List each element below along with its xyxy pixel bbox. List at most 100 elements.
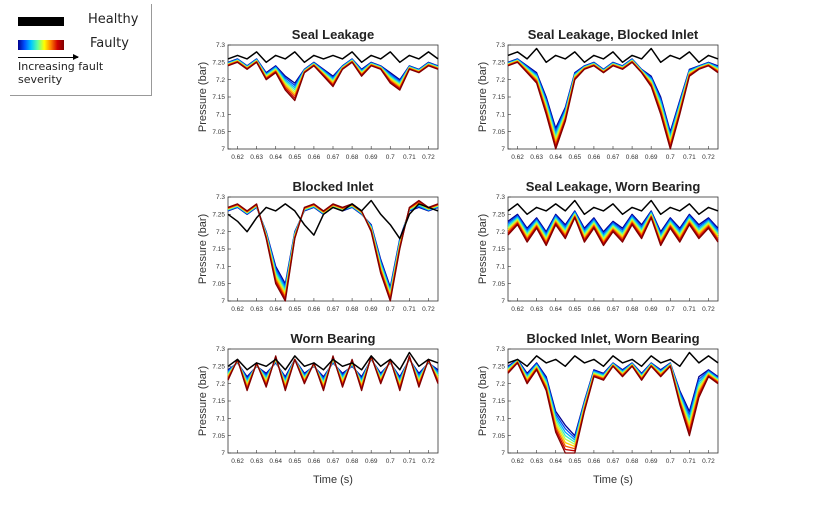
- chart-2-title: Seal Leakage, Blocked Inlet: [528, 27, 699, 42]
- chart-5-xtick-label: 0.63: [250, 458, 263, 465]
- chart-6-healthy-series-line: [507, 351, 719, 368]
- chart-6-xtick-label: 0.72: [702, 458, 715, 465]
- chart-3-xtick-label: 0.72: [422, 306, 435, 313]
- chart-2-ytick-label: 7: [501, 146, 505, 153]
- chart-4-xtick-label: 0.68: [626, 306, 639, 313]
- chart-1-faulty-series-line: [227, 61, 439, 102]
- severity-arrow-icon: [18, 54, 79, 60]
- chart-2-ylabel: Pressure (bar): [477, 62, 489, 132]
- chart-5-ytick-label: 7.1: [216, 416, 225, 423]
- legend-box: Healthy Faulty Increasing fault severity: [10, 4, 152, 96]
- chart-3-xtick-label: 0.66: [308, 306, 321, 313]
- chart-2-xtick-label: 0.67: [607, 154, 620, 161]
- chart-1-axes-box: [227, 44, 439, 150]
- chart-3-ytick-label: 7.15: [212, 246, 225, 253]
- chart-4-faulty-series-line: [507, 217, 719, 247]
- chart-3-healthy-series-line: [227, 199, 439, 240]
- chart-3-xtick-label: 0.65: [288, 306, 301, 313]
- chart-2-xtick-label: 0.7: [666, 154, 675, 161]
- chart-4-faulty-series-line: [507, 211, 719, 236]
- chart-5-xtick-label: 0.65: [288, 458, 301, 465]
- chart-6-xtick-label: 0.71: [683, 458, 696, 465]
- chart-2-ytick-label: 7.3: [496, 42, 505, 49]
- chart-2-xtick-label: 0.66: [588, 154, 601, 161]
- chart-1-title: Seal Leakage: [292, 27, 374, 42]
- chart-5-xtick-label: 0.66: [308, 458, 321, 465]
- chart-6-faulty-series-line: [507, 362, 719, 454]
- chart-5-ytick-label: 7.05: [212, 433, 225, 440]
- chart-3-xtick-label: 0.67: [327, 306, 340, 313]
- chart-6-xtick-label: 0.7: [666, 458, 675, 465]
- chart-3-ytick-label: 7.3: [216, 194, 225, 201]
- chart-1-xtick-label: 0.68: [346, 154, 359, 161]
- chart-3-ytick-label: 7.05: [212, 281, 225, 288]
- chart-1-ytick-label: 7.05: [212, 129, 225, 136]
- chart-4-ytick-label: 7.15: [492, 246, 505, 253]
- chart-6-xtick-label: 0.62: [511, 458, 524, 465]
- chart-1-xtick-label: 0.72: [422, 154, 435, 161]
- chart-1-xtick-label: 0.69: [365, 154, 378, 161]
- chart-4-ytick-label: 7.1: [496, 264, 505, 271]
- chart-2-ytick-label: 7.25: [492, 60, 505, 67]
- chart-5-xtick-label: 0.67: [327, 458, 340, 465]
- chart-1-xtick-label: 0.66: [308, 154, 321, 161]
- chart-4-faulty-series-line: [507, 211, 719, 235]
- chart-5-xtick-label: 0.62: [231, 458, 244, 465]
- chart-5-xtick-label: 0.64: [269, 458, 282, 465]
- chart-6-ytick-label: 7.2: [496, 381, 505, 388]
- chart-3-title: Blocked Inlet: [293, 179, 375, 194]
- chart-1-ytick-label: 7.15: [212, 94, 225, 101]
- chart-6-xtick-label: 0.63: [530, 458, 543, 465]
- chart-6-xtick-label: 0.68: [626, 458, 639, 465]
- chart-4-xtick-label: 0.71: [683, 306, 696, 313]
- chart-1-ytick-label: 7.1: [216, 112, 225, 119]
- chart-1-ylabel: Pressure (bar): [197, 62, 209, 132]
- chart-6-xtick-label: 0.67: [607, 458, 620, 465]
- chart-3-ytick-label: 7.2: [216, 229, 225, 236]
- chart-1-xtick-label: 0.63: [250, 154, 263, 161]
- chart-3-xtick-label: 0.69: [365, 306, 378, 313]
- chart-1-xtick-label: 0.64: [269, 154, 282, 161]
- chart-5-xtick-label: 0.69: [365, 458, 378, 465]
- chart-4-faulty-series-line: [507, 215, 719, 243]
- chart-4-xtick-label: 0.65: [568, 306, 581, 313]
- chart-1-ytick-label: 7: [221, 146, 225, 153]
- chart-6-xtick-label: 0.69: [645, 458, 658, 465]
- chart-5-ytick-label: 7: [221, 450, 225, 457]
- chart-4-xtick-label: 0.66: [588, 306, 601, 313]
- chart-3-ytick-label: 7: [221, 298, 225, 305]
- chart-6-ylabel: Pressure (bar): [477, 366, 489, 436]
- chart-5-faulty-series-line: [227, 355, 439, 392]
- chart-3-ytick-label: 7.1: [216, 264, 225, 271]
- legend-severity-label: Increasing fault severity: [18, 60, 104, 86]
- chart-4-ytick-label: 7.2: [496, 229, 505, 236]
- chart-4-ytick-label: 7.25: [492, 212, 505, 219]
- chart-4-faulty-series-line: [507, 210, 719, 233]
- legend-healthy-label: Healthy: [88, 12, 139, 27]
- chart-5-xtick-label: 0.71: [403, 458, 416, 465]
- chart-6-ytick-label: 7.1: [496, 416, 505, 423]
- chart-2-ytick-label: 7.05: [492, 129, 505, 136]
- chart-4-xtick-label: 0.62: [511, 306, 524, 313]
- chart-3-xtick-label: 0.68: [346, 306, 359, 313]
- chart-4-ytick-label: 7: [501, 298, 505, 305]
- chart-4-xtick-label: 0.69: [645, 306, 658, 313]
- chart-4-ylabel: Pressure (bar): [477, 214, 489, 284]
- chart-2-ytick-label: 7.1: [496, 112, 505, 119]
- legend-faulty-swatch: [18, 40, 64, 50]
- chart-1-xtick-label: 0.67: [327, 154, 340, 161]
- chart-4-xtick-label: 0.63: [530, 306, 543, 313]
- chart-3-xtick-label: 0.64: [269, 306, 282, 313]
- chart-4-ytick-label: 7.05: [492, 281, 505, 288]
- chart-4-ytick-label: 7.3: [496, 194, 505, 201]
- chart-6-title: Blocked Inlet, Worn Bearing: [526, 331, 699, 346]
- chart-3-xtick-label: 0.63: [250, 306, 263, 313]
- chart-6-ytick-label: 7.25: [492, 364, 505, 371]
- chart-2-xtick-label: 0.68: [626, 154, 639, 161]
- chart-6-xtick-label: 0.65: [568, 458, 581, 465]
- chart-6-ytick-label: 7.15: [492, 398, 505, 405]
- chart-5-ytick-label: 7.25: [212, 364, 225, 371]
- chart-2-xtick-label: 0.71: [683, 154, 696, 161]
- chart-5-ytick-label: 7.15: [212, 398, 225, 405]
